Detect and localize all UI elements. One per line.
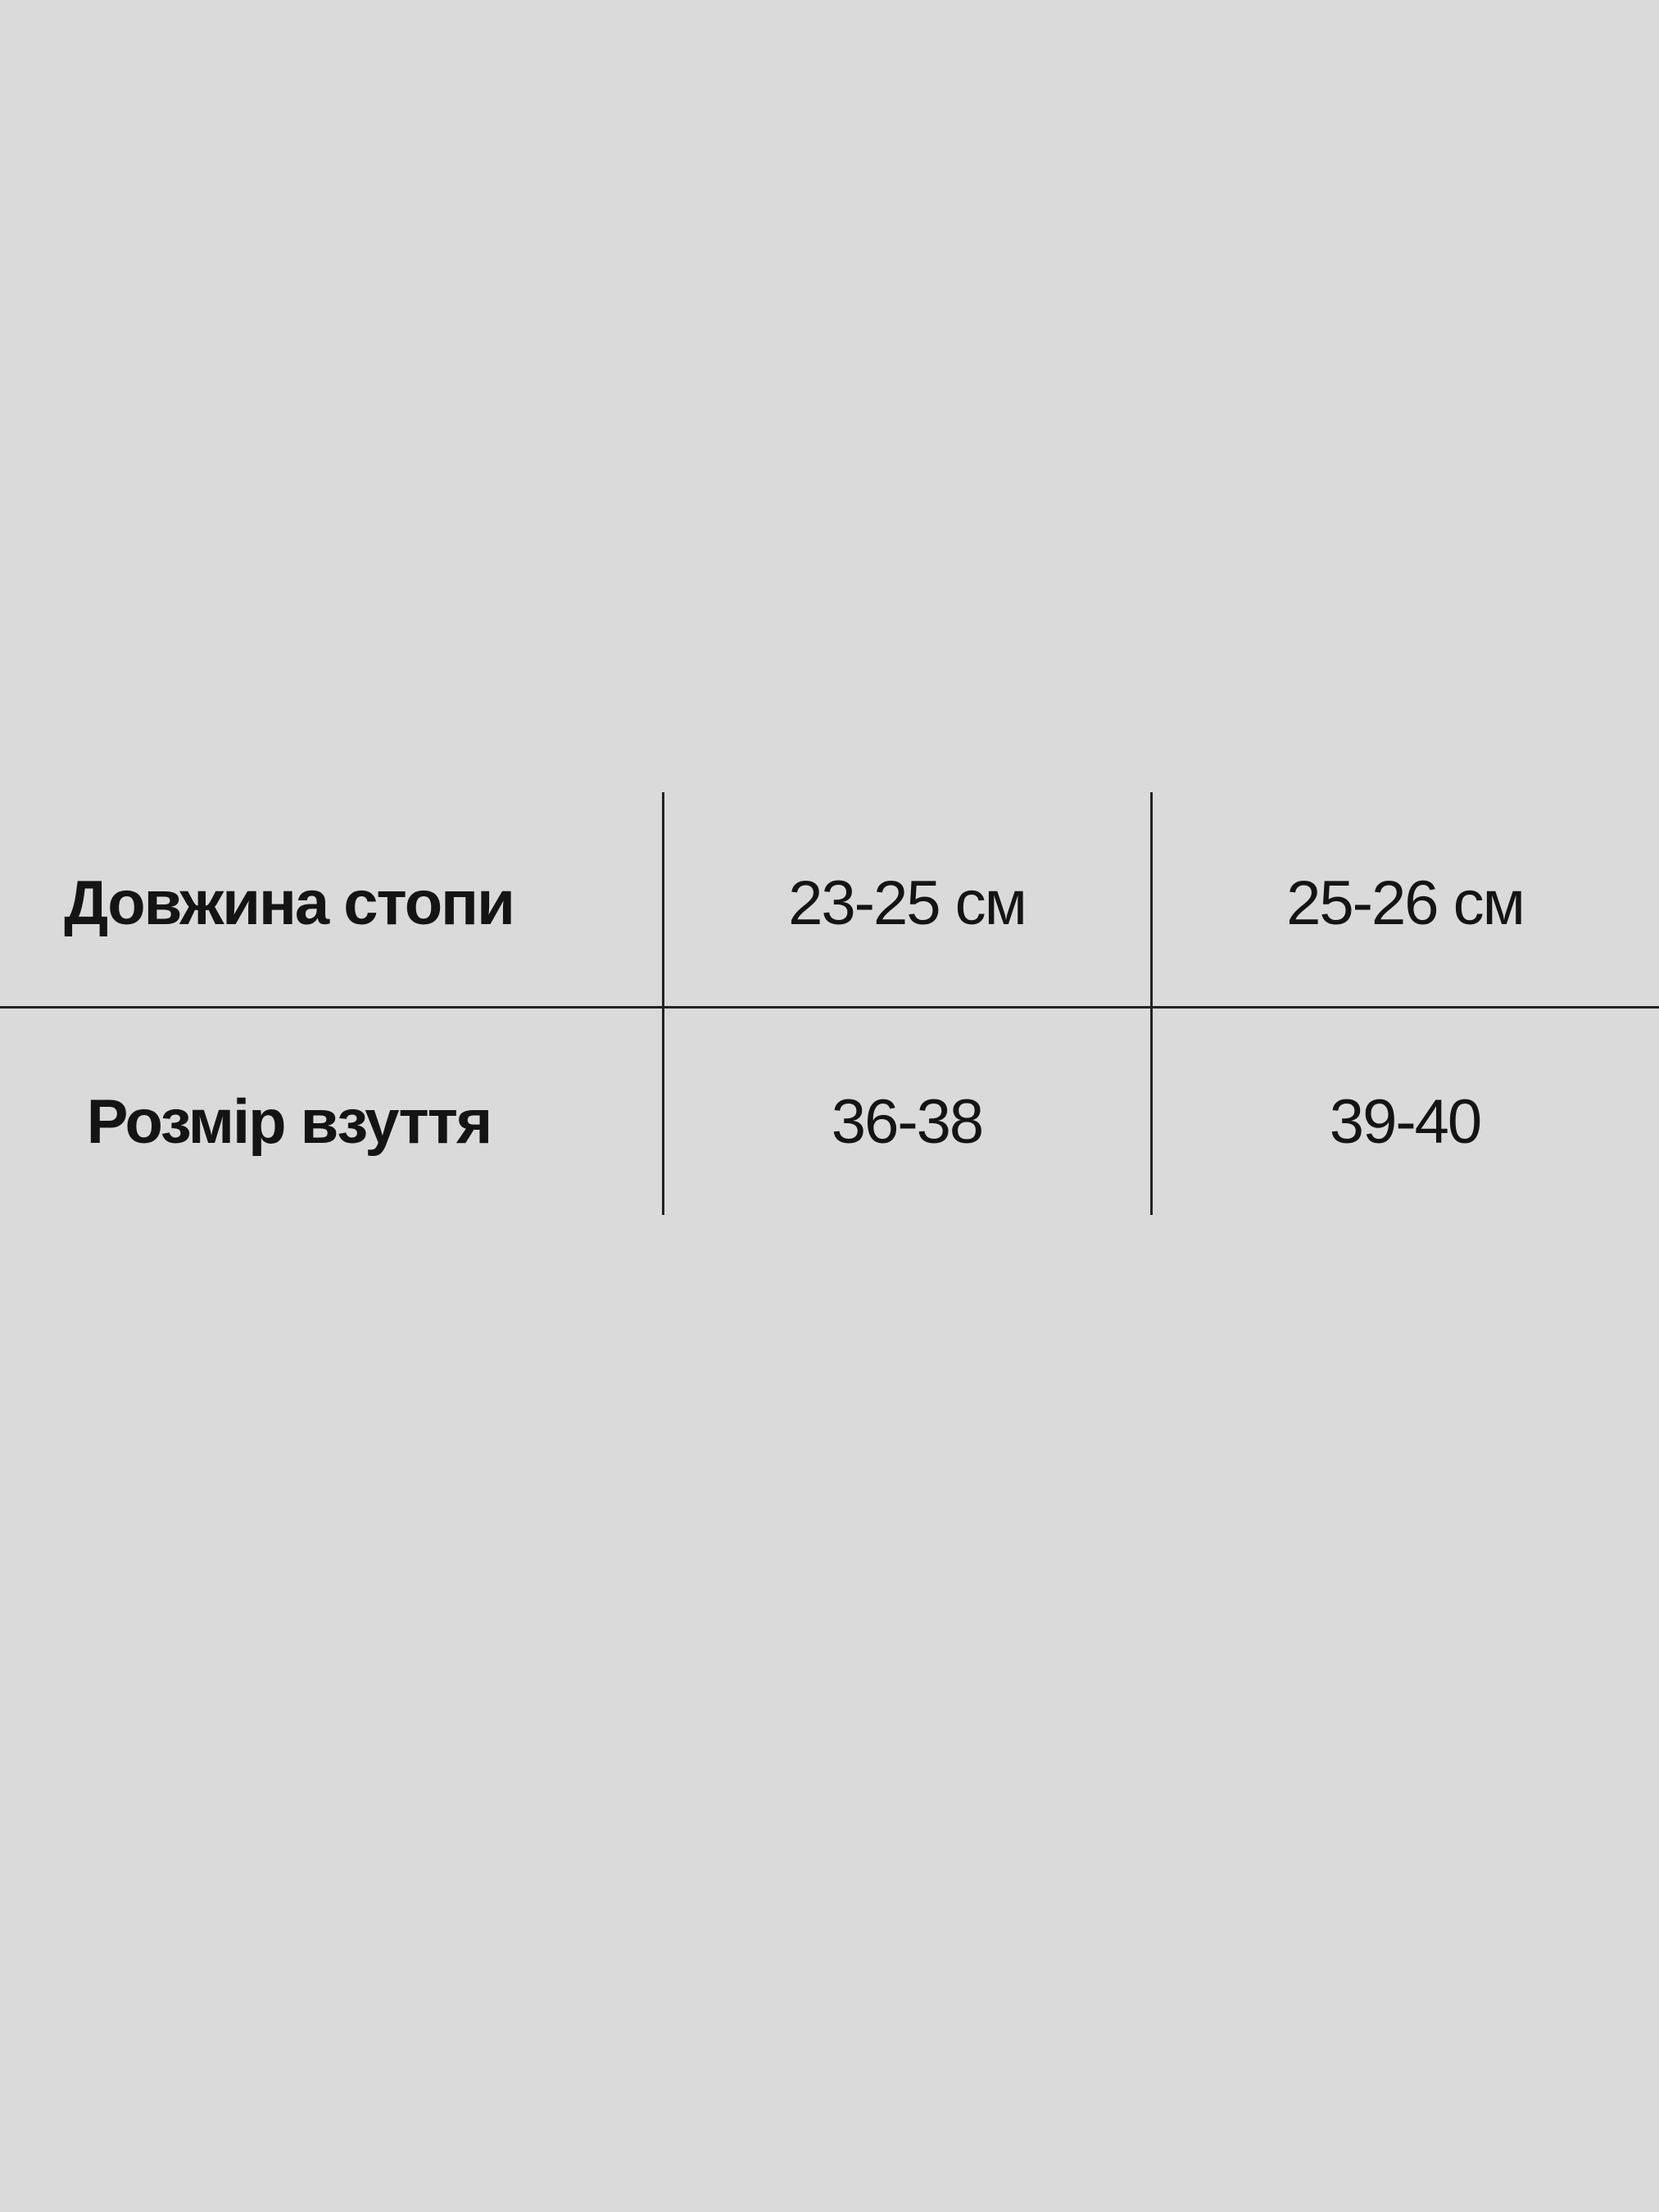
- table-cell: 23-25 см: [788, 868, 1027, 938]
- table-cell: 36-38: [831, 1086, 984, 1157]
- column-divider: [662, 792, 664, 1215]
- row-divider: [0, 1006, 1659, 1009]
- row-label-shoe-size: Розмір взуття: [86, 1086, 493, 1157]
- table-cell: 25-26 см: [1286, 868, 1525, 938]
- column-divider: [1150, 792, 1153, 1215]
- row-label-foot-length: Довжина стопи: [64, 868, 515, 938]
- table-cell: 39-40: [1329, 1086, 1482, 1157]
